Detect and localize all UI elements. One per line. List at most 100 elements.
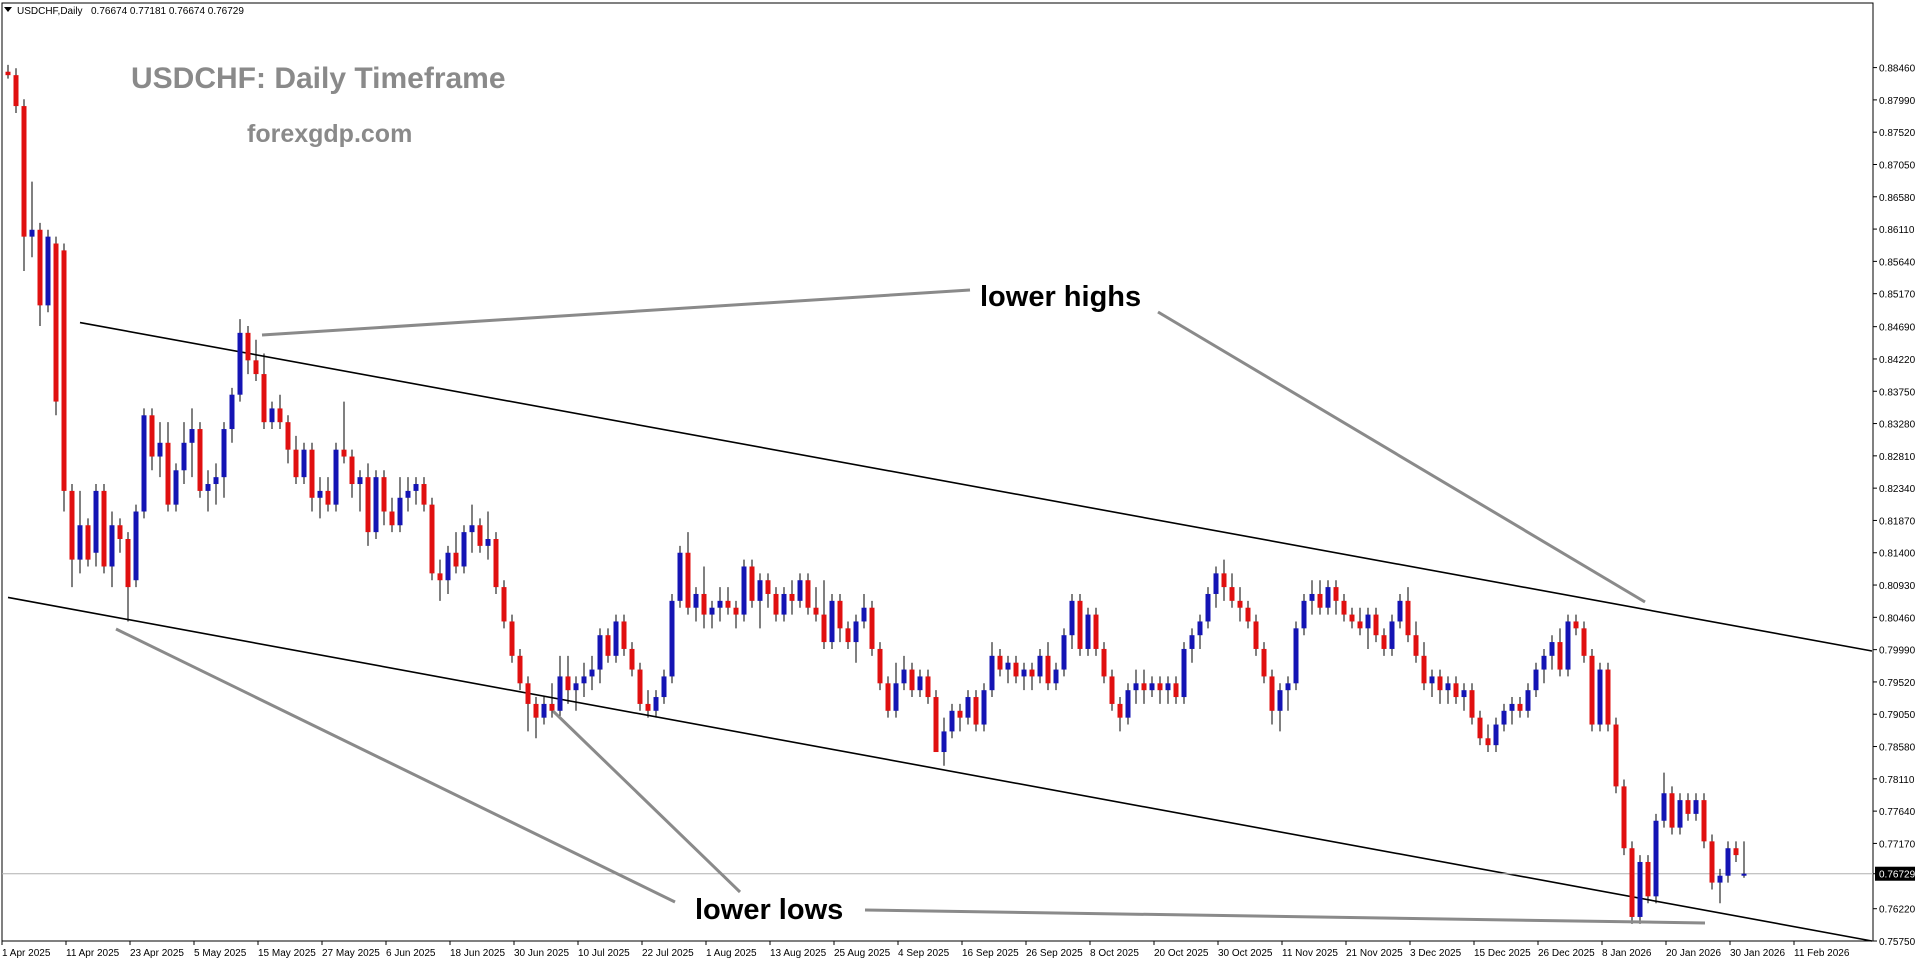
trendline-upper-channel[interactable] (79, 321, 1873, 652)
x-tick-label: 6 Jun 2025 (386, 948, 436, 959)
menu-triangle-icon[interactable] (4, 7, 12, 12)
candle-body (1045, 655, 1051, 684)
candle (1125, 683, 1131, 725)
candle-body (1077, 600, 1083, 649)
candle-body (845, 628, 851, 643)
candle-body (989, 655, 995, 691)
candle (293, 435, 299, 485)
candle (1493, 717, 1499, 753)
candle-body (1453, 683, 1459, 698)
x-tick-label: 3 Dec 2025 (1410, 948, 1462, 959)
candle (397, 477, 403, 533)
candle (1597, 662, 1603, 732)
candle (1093, 607, 1099, 656)
candle-body (1005, 662, 1011, 670)
candle-body (701, 593, 707, 615)
candle-body (973, 697, 979, 725)
candle-body (333, 449, 339, 505)
candle (1653, 813, 1659, 904)
candle-body (1701, 800, 1707, 842)
candle-body (621, 621, 627, 649)
x-tick-label: 8 Oct 2025 (1090, 948, 1139, 959)
candle-body (1413, 635, 1419, 656)
candle (813, 587, 819, 622)
candle (573, 676, 579, 711)
candle-body (1205, 593, 1211, 622)
candle-body (21, 106, 27, 237)
candle-body (1397, 600, 1403, 622)
x-tick-label: 11 Feb 2026 (1794, 948, 1850, 959)
candle-body (277, 408, 283, 423)
candle-body (1589, 655, 1595, 725)
candle (1725, 841, 1731, 883)
candle-body (1325, 587, 1331, 608)
x-tick-label: 11 Apr 2025 (66, 948, 120, 959)
candle-body (1149, 683, 1155, 691)
candle-body (253, 360, 259, 375)
candle-body (373, 477, 379, 533)
candle (1237, 587, 1243, 622)
candle (61, 243, 67, 512)
candle-body (781, 593, 787, 615)
candle-body (1085, 614, 1091, 649)
candle-body (613, 621, 619, 656)
candle-body (93, 490, 99, 553)
candle (1213, 566, 1219, 608)
candle (29, 181, 35, 258)
candle-body (85, 525, 91, 560)
candle-body (485, 539, 491, 546)
y-tick-label: 0.78110 (1879, 775, 1915, 786)
annotation-line-lower-highs-left (261, 288, 971, 337)
trendline-lower-channel[interactable] (7, 596, 1873, 942)
candle (461, 525, 467, 574)
candle (517, 648, 523, 691)
candle (221, 422, 227, 498)
candle-body (733, 607, 739, 615)
candle-body (237, 332, 243, 395)
candle (1693, 793, 1699, 821)
candle-body (149, 415, 155, 457)
candle (725, 587, 731, 615)
y-tick-label: 0.80930 (1879, 581, 1916, 592)
candle-body (1053, 669, 1059, 684)
candle-body (1669, 793, 1675, 828)
watermark-title: USDCHF: Daily Timeframe (131, 62, 506, 95)
candle-body (77, 525, 83, 560)
candle (1037, 648, 1043, 684)
candle-body (1389, 621, 1395, 649)
candle (277, 394, 283, 430)
candle-body (741, 566, 747, 615)
candle-body (421, 484, 427, 505)
candle-body (1165, 683, 1171, 691)
candle-body (1365, 614, 1371, 629)
candle (621, 614, 627, 656)
time-axis[interactable]: 1 Apr 2025 11 Apr 2025 23 Apr 2025 5 May 20… (1, 941, 1850, 959)
annotation-line-lower-lows-3 (864, 908, 1706, 925)
x-tick-label: 4 Sep 2025 (898, 948, 950, 959)
price-axis[interactable]: 0.899300.884600.879900.875200.870500.865… (1873, 0, 1916, 948)
candle (653, 690, 659, 718)
candle (309, 442, 315, 512)
candles-layer (5, 64, 1747, 924)
candle (805, 573, 811, 615)
candle (1437, 669, 1443, 704)
candle-body (1477, 717, 1483, 739)
candle-body (461, 532, 467, 567)
candle-body (157, 442, 163, 457)
candle-body (1733, 848, 1739, 856)
candle (197, 422, 203, 498)
candle-body (773, 593, 779, 615)
candle-body (1357, 621, 1363, 629)
candle-body (981, 690, 987, 725)
candle (1021, 662, 1027, 691)
candle-body (1533, 669, 1539, 691)
candle (1621, 779, 1627, 856)
candle-body (53, 243, 59, 402)
candle-body (1501, 710, 1507, 725)
candle (1205, 587, 1211, 629)
candle (845, 621, 851, 649)
candle (629, 642, 635, 677)
candle (829, 593, 835, 649)
candle-body (1285, 683, 1291, 691)
